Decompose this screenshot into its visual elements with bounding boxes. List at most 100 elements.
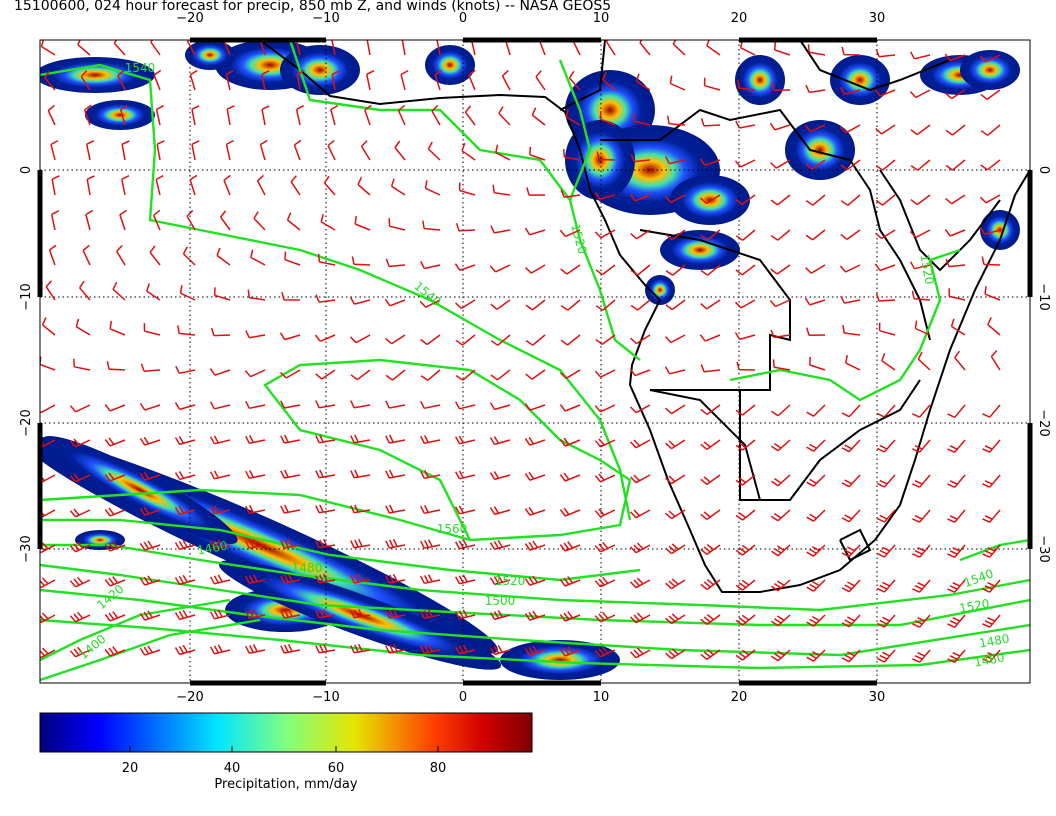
wind-barb bbox=[841, 544, 861, 558]
wind-barb bbox=[245, 330, 266, 339]
wind-barb bbox=[155, 105, 164, 126]
wind-barb bbox=[700, 118, 721, 127]
wind-barb bbox=[40, 612, 56, 624]
wind-barb bbox=[174, 506, 196, 516]
wind-barb bbox=[595, 264, 616, 276]
height-contours bbox=[40, 40, 1030, 682]
wind-barb bbox=[909, 261, 931, 270]
wind-barb bbox=[259, 139, 268, 161]
wind-barb bbox=[664, 194, 686, 204]
wind-barb bbox=[770, 544, 791, 557]
wind-barb bbox=[594, 229, 616, 239]
precip-cell bbox=[500, 640, 620, 680]
wind-barb bbox=[191, 140, 200, 161]
precip-cell bbox=[735, 55, 785, 105]
wind-barb bbox=[41, 317, 56, 336]
wind-barb bbox=[436, 40, 441, 56]
wind-barb bbox=[225, 139, 234, 161]
wind-barb bbox=[106, 361, 126, 371]
map bbox=[40, 40, 1030, 683]
wind-barb bbox=[331, 40, 336, 56]
wind-barb bbox=[806, 649, 826, 662]
wind-barb bbox=[216, 247, 231, 266]
wind-barb bbox=[630, 229, 651, 240]
wind-barb bbox=[560, 264, 581, 275]
wind-barb bbox=[420, 574, 441, 585]
wind-barb bbox=[700, 544, 721, 556]
wind-barb bbox=[594, 576, 616, 588]
wind-barb bbox=[944, 53, 966, 62]
wind-barb bbox=[104, 507, 126, 517]
wind-barb bbox=[86, 175, 95, 196]
wind-barb bbox=[143, 323, 161, 336]
wind-barb bbox=[385, 643, 406, 654]
title: 15100600, 024 hour forecast for precip, … bbox=[14, 0, 611, 14]
wind-barb bbox=[947, 649, 966, 663]
wind-barb bbox=[174, 609, 196, 621]
wind-barb bbox=[384, 298, 406, 307]
wind-barb bbox=[155, 174, 164, 196]
wind-barb bbox=[981, 256, 1001, 266]
wind-barb bbox=[323, 175, 336, 196]
wind-barb bbox=[385, 538, 406, 549]
wind-barb bbox=[330, 104, 339, 126]
wind-barb bbox=[629, 368, 651, 377]
precipitation bbox=[40, 40, 1020, 680]
contour-label: 1540 bbox=[125, 61, 156, 75]
wind-barb bbox=[244, 369, 266, 378]
wind-barb bbox=[734, 332, 756, 341]
wind-barb bbox=[980, 124, 1001, 136]
wind-barb bbox=[45, 280, 56, 301]
wind-barb bbox=[595, 334, 616, 346]
wind-barb bbox=[839, 124, 861, 134]
wind-barb bbox=[874, 263, 896, 272]
precip-cell bbox=[185, 40, 235, 70]
wind-barb bbox=[770, 329, 791, 339]
wind-barb bbox=[317, 253, 336, 266]
wind-barb bbox=[189, 174, 198, 196]
wind-barb bbox=[594, 508, 616, 518]
wind-barb bbox=[735, 544, 756, 556]
wind-barb bbox=[104, 437, 126, 447]
wind-barb bbox=[917, 351, 931, 371]
wind-barb bbox=[186, 209, 196, 231]
wind-barb bbox=[104, 576, 126, 587]
wind-barb bbox=[77, 40, 91, 56]
wind-barb bbox=[875, 48, 896, 58]
wind-barb bbox=[209, 574, 231, 585]
wind-barb bbox=[385, 573, 406, 584]
wind-barb bbox=[806, 614, 826, 627]
wind-barb bbox=[910, 159, 931, 171]
wind-barb bbox=[599, 111, 616, 126]
wind-barb bbox=[844, 354, 861, 371]
wind-barb bbox=[524, 645, 546, 656]
wind-barb bbox=[104, 611, 126, 622]
wind-barb bbox=[909, 51, 931, 60]
wind-barb bbox=[912, 509, 931, 523]
wind-barb bbox=[672, 40, 686, 56]
wind-barb bbox=[350, 573, 371, 584]
contour-label: 1500 bbox=[485, 594, 516, 608]
wind-barb bbox=[139, 540, 161, 551]
left-tick-label: −10 bbox=[19, 283, 34, 310]
wind-barb bbox=[774, 41, 791, 56]
wind-barb bbox=[397, 104, 406, 126]
wind-barb bbox=[139, 610, 161, 621]
wind-barb bbox=[980, 89, 1001, 101]
wind-barb bbox=[841, 509, 861, 523]
wind-barb bbox=[875, 124, 896, 135]
wind-barb bbox=[290, 175, 301, 196]
wind-barb bbox=[876, 404, 896, 418]
wind-barb bbox=[420, 644, 441, 655]
wind-barb bbox=[69, 438, 91, 448]
wind-barb bbox=[524, 436, 546, 446]
wind-barb bbox=[841, 439, 861, 453]
wind-barb bbox=[454, 644, 476, 655]
wind-barb bbox=[804, 297, 826, 306]
wind-barb bbox=[806, 327, 826, 337]
wind-barb bbox=[351, 256, 371, 266]
wind-barb bbox=[354, 216, 371, 231]
wind-barb bbox=[771, 82, 791, 91]
wind-barb bbox=[489, 610, 511, 621]
wind-barb bbox=[388, 218, 406, 231]
